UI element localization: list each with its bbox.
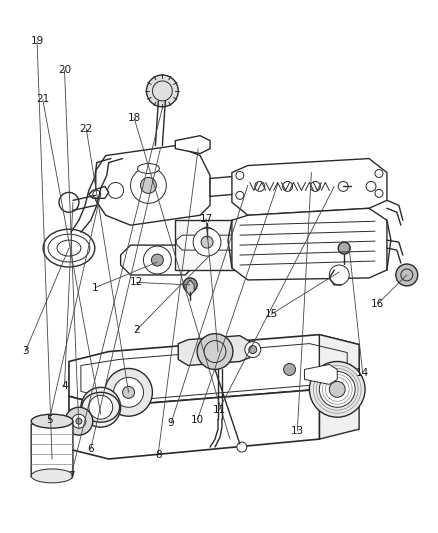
Circle shape [141, 177, 156, 193]
Circle shape [65, 407, 93, 435]
Text: 20: 20 [58, 66, 71, 75]
Circle shape [114, 377, 144, 407]
Polygon shape [175, 220, 240, 270]
Polygon shape [232, 158, 387, 215]
Circle shape [199, 227, 215, 243]
Circle shape [201, 236, 213, 248]
Circle shape [366, 181, 376, 191]
Polygon shape [178, 336, 250, 366]
Text: 12: 12 [130, 277, 143, 287]
Text: 13: 13 [291, 426, 304, 436]
Circle shape [249, 345, 257, 353]
Circle shape [123, 386, 134, 398]
Circle shape [338, 242, 350, 254]
Circle shape [237, 442, 247, 452]
Polygon shape [120, 245, 195, 275]
Polygon shape [69, 389, 319, 459]
Circle shape [375, 169, 383, 177]
Circle shape [319, 372, 355, 407]
Circle shape [105, 368, 152, 416]
Circle shape [236, 172, 244, 180]
Text: 22: 22 [80, 124, 93, 134]
Circle shape [338, 181, 348, 191]
Circle shape [329, 382, 345, 397]
Ellipse shape [43, 229, 95, 267]
Circle shape [236, 191, 244, 199]
Text: 21: 21 [36, 94, 49, 104]
Circle shape [375, 189, 383, 197]
Text: 4: 4 [61, 381, 68, 391]
Circle shape [89, 395, 113, 419]
Text: 14: 14 [356, 368, 369, 377]
Text: 1: 1 [92, 282, 98, 293]
Circle shape [309, 361, 365, 417]
Circle shape [59, 192, 79, 212]
Circle shape [108, 182, 124, 198]
Polygon shape [175, 136, 210, 154]
Ellipse shape [138, 164, 159, 173]
Text: 2: 2 [133, 325, 140, 335]
Text: 6: 6 [87, 445, 94, 455]
Ellipse shape [31, 414, 73, 428]
Polygon shape [176, 235, 238, 250]
Text: 11: 11 [212, 405, 226, 415]
Circle shape [144, 246, 171, 274]
Circle shape [72, 414, 86, 428]
Text: 16: 16 [371, 298, 385, 309]
Text: 9: 9 [168, 418, 174, 428]
Circle shape [183, 278, 197, 292]
Text: 19: 19 [31, 36, 44, 46]
Circle shape [131, 167, 166, 203]
Text: 15: 15 [265, 309, 278, 319]
Polygon shape [210, 175, 248, 196]
Circle shape [255, 181, 265, 191]
Text: 10: 10 [191, 415, 204, 425]
Polygon shape [319, 335, 359, 439]
Polygon shape [69, 335, 359, 406]
Polygon shape [96, 146, 210, 225]
Circle shape [329, 265, 349, 285]
Polygon shape [304, 365, 337, 384]
Circle shape [76, 418, 82, 424]
Circle shape [245, 342, 261, 358]
Text: 17: 17 [199, 214, 212, 224]
Text: 7: 7 [68, 471, 74, 481]
Circle shape [197, 334, 233, 369]
Circle shape [193, 228, 221, 256]
Circle shape [283, 364, 296, 375]
Circle shape [152, 254, 163, 266]
Circle shape [81, 387, 120, 427]
Polygon shape [186, 280, 194, 296]
Circle shape [311, 181, 320, 191]
Polygon shape [31, 421, 73, 477]
Text: 3: 3 [22, 346, 28, 357]
Circle shape [396, 264, 418, 286]
Circle shape [283, 181, 293, 191]
Polygon shape [89, 187, 109, 198]
Text: 18: 18 [127, 113, 141, 123]
Polygon shape [232, 208, 387, 280]
Text: 5: 5 [46, 415, 53, 425]
Ellipse shape [31, 469, 73, 483]
Circle shape [325, 177, 343, 196]
Circle shape [146, 75, 178, 107]
Text: 8: 8 [155, 450, 161, 460]
